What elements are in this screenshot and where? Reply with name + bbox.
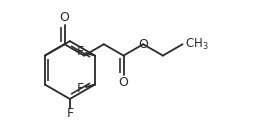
Text: CH$_3$: CH$_3$ — [185, 37, 208, 52]
Text: F: F — [66, 107, 73, 120]
Text: F: F — [77, 82, 84, 95]
Text: O: O — [59, 11, 69, 24]
Text: O: O — [138, 38, 148, 51]
Text: F: F — [77, 45, 84, 58]
Text: O: O — [119, 76, 129, 89]
